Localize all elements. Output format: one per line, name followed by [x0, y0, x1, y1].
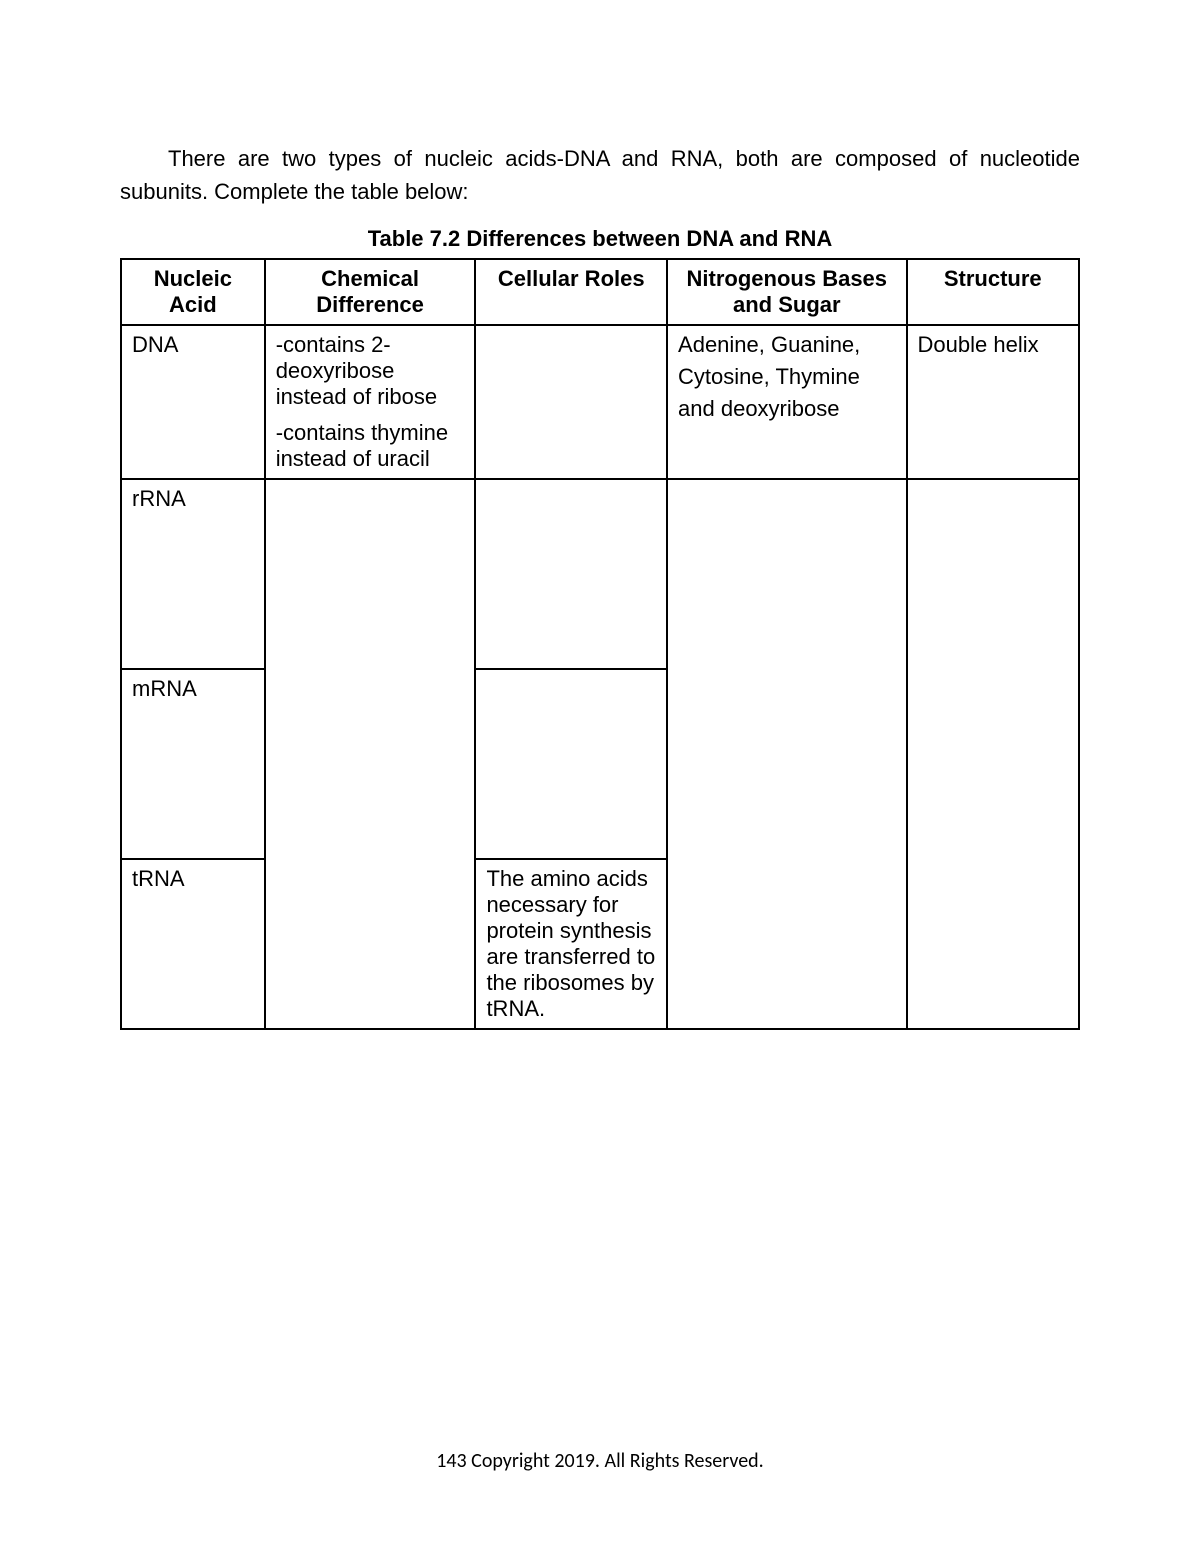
cell-rna-chem-merged — [265, 479, 476, 1029]
document-page: There are two types of nucleic acids-DNA… — [0, 0, 1200, 1553]
cell-rrna-acid: rRNA — [121, 479, 265, 669]
dna-bases-line3: and deoxyribose — [678, 396, 896, 422]
cell-rna-structure-merged — [907, 479, 1079, 1029]
col-header-roles: Cellular Roles — [475, 259, 667, 325]
dna-chem-line1: -contains 2-deoxyribose instead of ribos… — [276, 332, 465, 410]
cell-trna-acid: tRNA — [121, 859, 265, 1029]
cell-dna-bases: Adenine, Guanine, Cytosine, Thymine and … — [667, 325, 907, 479]
cell-mrna-roles — [475, 669, 667, 859]
intro-paragraph: There are two types of nucleic acids-DNA… — [120, 142, 1080, 208]
page-footer: 143 Copyright 2019. All Rights Reserved. — [0, 1449, 1200, 1473]
dna-bases-line1: Adenine, Guanine, — [678, 332, 896, 358]
col-header-acid: Nucleic Acid — [121, 259, 265, 325]
table-row-rrna: rRNA — [121, 479, 1079, 669]
cell-rna-bases-merged — [667, 479, 907, 1029]
col-header-structure: Structure — [907, 259, 1079, 325]
cell-dna-roles — [475, 325, 667, 479]
cell-dna-chem: -contains 2-deoxyribose instead of ribos… — [265, 325, 476, 479]
table-row-dna: DNA -contains 2-deoxyribose instead of r… — [121, 325, 1079, 479]
col-header-bases: Nitrogenous Bases and Sugar — [667, 259, 907, 325]
dna-bases-line2: Cytosine, Thymine — [678, 364, 896, 390]
cell-dna-acid: DNA — [121, 325, 265, 479]
table-caption: Table 7.2 Differences between DNA and RN… — [120, 226, 1080, 252]
dna-chem-line2: -contains thymine instead of uracil — [276, 420, 465, 472]
cell-rrna-roles — [475, 479, 667, 669]
table-header-row: Nucleic Acid Chemical Difference Cellula… — [121, 259, 1079, 325]
cell-mrna-acid: mRNA — [121, 669, 265, 859]
cell-trna-roles: The amino acids necessary for protein sy… — [475, 859, 667, 1029]
cell-dna-structure: Double helix — [907, 325, 1079, 479]
nucleic-acid-table: Nucleic Acid Chemical Difference Cellula… — [120, 258, 1080, 1030]
col-header-chem: Chemical Difference — [265, 259, 476, 325]
